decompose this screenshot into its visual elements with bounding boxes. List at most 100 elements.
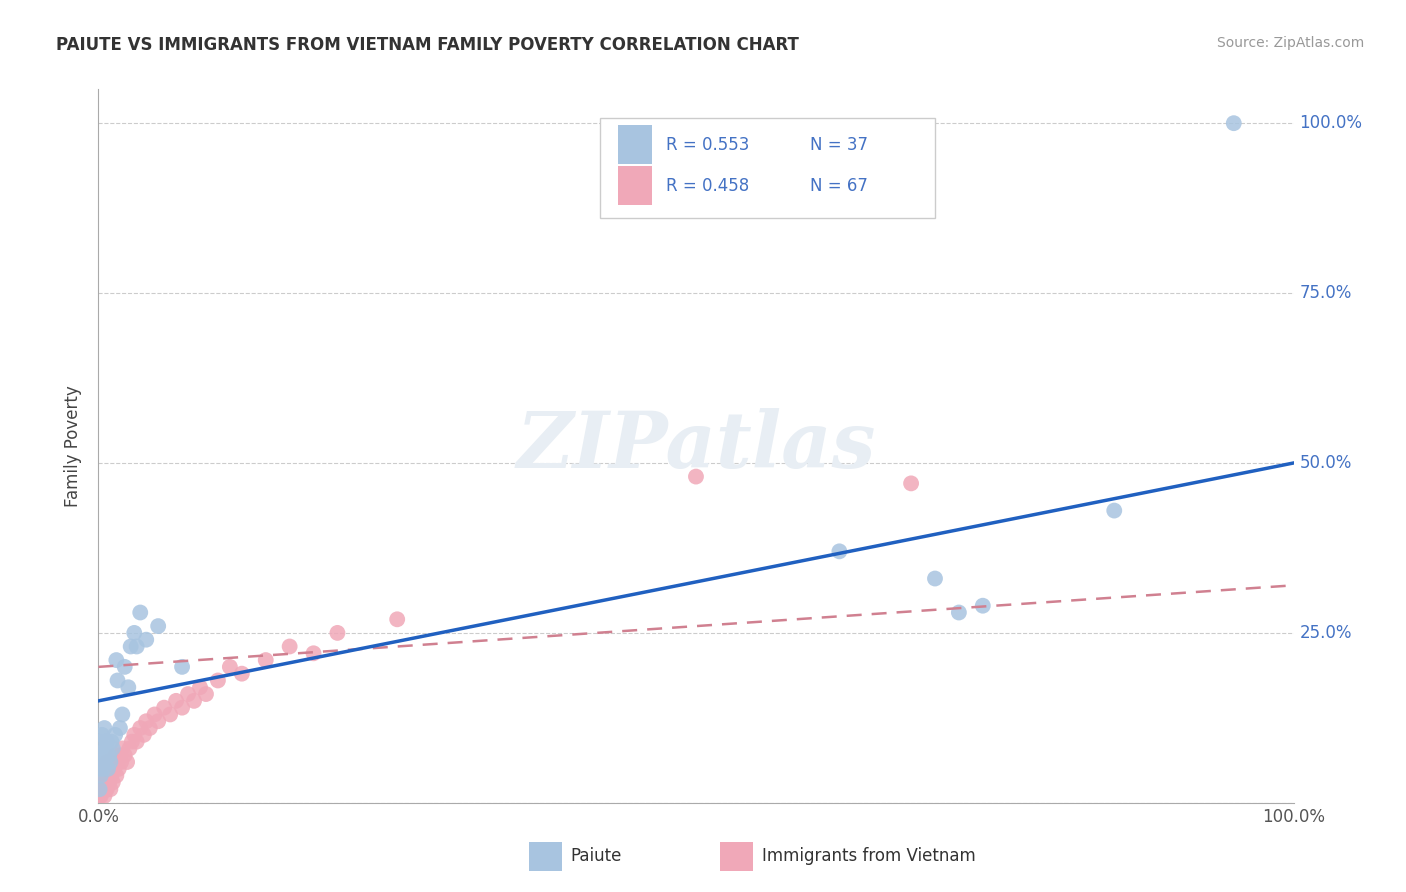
Point bbox=[89, 775, 111, 789]
Point bbox=[1222, 116, 1246, 130]
Point bbox=[101, 775, 124, 789]
Point bbox=[172, 660, 194, 674]
Point bbox=[104, 748, 127, 763]
Point bbox=[97, 762, 120, 776]
Point bbox=[91, 728, 114, 742]
Point bbox=[132, 728, 155, 742]
Point bbox=[91, 775, 114, 789]
Point bbox=[143, 707, 166, 722]
Point bbox=[188, 680, 211, 694]
Point bbox=[120, 640, 142, 654]
Point bbox=[125, 734, 148, 748]
Point bbox=[165, 694, 187, 708]
Point bbox=[94, 769, 117, 783]
Point bbox=[103, 762, 125, 776]
Point bbox=[972, 599, 994, 613]
Point bbox=[96, 755, 118, 769]
Point bbox=[98, 755, 122, 769]
Bar bbox=[529, 842, 562, 871]
Text: PAIUTE VS IMMIGRANTS FROM VIETNAM FAMILY POVERTY CORRELATION CHART: PAIUTE VS IMMIGRANTS FROM VIETNAM FAMILY… bbox=[56, 36, 799, 54]
Point bbox=[194, 687, 217, 701]
Bar bbox=[619, 166, 652, 205]
Point bbox=[98, 755, 121, 769]
Bar bbox=[619, 125, 652, 164]
Point bbox=[98, 762, 122, 776]
Point bbox=[91, 762, 114, 776]
Point bbox=[93, 748, 115, 763]
Point bbox=[89, 782, 111, 797]
Point bbox=[93, 721, 115, 735]
Point bbox=[207, 673, 229, 688]
Point bbox=[135, 632, 157, 647]
Point bbox=[111, 741, 134, 756]
Point bbox=[100, 769, 122, 783]
Point bbox=[254, 653, 277, 667]
Point bbox=[97, 762, 120, 776]
Text: Paiute: Paiute bbox=[571, 847, 621, 865]
Point bbox=[96, 782, 118, 797]
Point bbox=[124, 626, 146, 640]
Point bbox=[107, 755, 129, 769]
Point bbox=[114, 660, 136, 674]
Text: R = 0.553: R = 0.553 bbox=[666, 136, 749, 153]
Point bbox=[278, 640, 301, 654]
Point bbox=[115, 755, 138, 769]
Point bbox=[89, 734, 111, 748]
Point bbox=[326, 626, 349, 640]
Text: Immigrants from Vietnam: Immigrants from Vietnam bbox=[762, 847, 976, 865]
Point bbox=[148, 714, 170, 729]
Point bbox=[90, 762, 112, 776]
Point bbox=[105, 653, 128, 667]
Text: ZIPatlas: ZIPatlas bbox=[516, 408, 876, 484]
Point bbox=[89, 762, 111, 776]
Point bbox=[924, 572, 946, 586]
Point bbox=[111, 707, 134, 722]
Point bbox=[117, 680, 139, 694]
Point bbox=[89, 789, 111, 803]
Point bbox=[125, 640, 148, 654]
Point bbox=[90, 769, 112, 783]
Text: N = 67: N = 67 bbox=[810, 177, 868, 194]
Point bbox=[90, 769, 112, 783]
Text: 100.0%: 100.0% bbox=[1299, 114, 1362, 132]
Point bbox=[153, 700, 176, 714]
Point bbox=[98, 775, 121, 789]
Point bbox=[93, 762, 115, 776]
Point bbox=[108, 721, 131, 735]
Point bbox=[107, 673, 129, 688]
Point bbox=[129, 606, 152, 620]
Point bbox=[302, 646, 325, 660]
Y-axis label: Family Poverty: Family Poverty bbox=[65, 385, 83, 507]
Point bbox=[139, 721, 162, 735]
Text: 75.0%: 75.0% bbox=[1299, 284, 1353, 302]
Point bbox=[90, 789, 112, 803]
Point bbox=[91, 782, 114, 797]
Point bbox=[231, 666, 253, 681]
Point bbox=[118, 741, 141, 756]
Point bbox=[107, 762, 129, 776]
Point bbox=[135, 714, 157, 729]
Point bbox=[91, 782, 114, 797]
Point bbox=[97, 775, 120, 789]
Point bbox=[91, 769, 114, 783]
Bar bbox=[720, 842, 754, 871]
Text: R = 0.458: R = 0.458 bbox=[666, 177, 749, 194]
Point bbox=[828, 544, 851, 558]
Point bbox=[91, 755, 114, 769]
Point bbox=[96, 734, 118, 748]
Point bbox=[104, 728, 127, 742]
Text: 25.0%: 25.0% bbox=[1299, 624, 1353, 642]
Point bbox=[183, 694, 205, 708]
Point bbox=[121, 734, 143, 748]
Point bbox=[685, 469, 707, 483]
Point bbox=[96, 769, 118, 783]
Point bbox=[90, 782, 112, 797]
Point bbox=[1102, 503, 1125, 517]
Point bbox=[91, 762, 114, 776]
Point bbox=[101, 741, 124, 756]
Point bbox=[159, 707, 181, 722]
Point bbox=[114, 748, 136, 763]
Point bbox=[93, 789, 115, 803]
Point bbox=[89, 782, 111, 797]
Point bbox=[93, 775, 115, 789]
